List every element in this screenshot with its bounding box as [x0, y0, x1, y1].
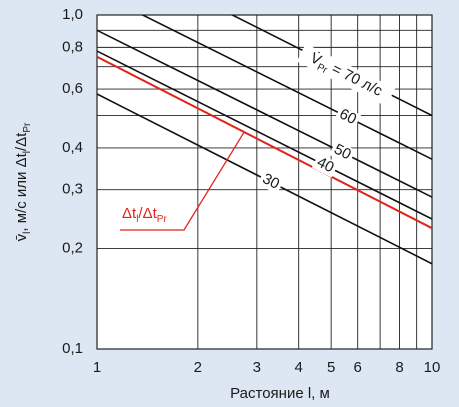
- y-tick-label: 0,4: [62, 139, 83, 156]
- x-tick-label: 8: [395, 359, 403, 376]
- y-axis-label-part: l: [22, 232, 33, 234]
- y-tick-label: 0,8: [62, 38, 83, 55]
- x-tick-label: 3: [253, 359, 261, 376]
- red-label-part: l: [136, 214, 138, 225]
- series-label: 60: [337, 105, 360, 128]
- x-tick-label: 10: [424, 359, 441, 376]
- red-label: Δtl/ΔtPr: [122, 205, 167, 225]
- x-tick-label: 5: [327, 359, 335, 376]
- red-label-part: Δt: [122, 205, 137, 222]
- y-tick-label: 0,2: [62, 239, 83, 256]
- y-axis-label-part: Pr: [22, 122, 33, 133]
- label-bg: [328, 140, 356, 165]
- x-tick-label: 1: [93, 359, 101, 376]
- y-axis-label-part: , м/с или Δt: [13, 152, 30, 231]
- y-axis-label-part: l: [22, 151, 33, 153]
- red-label-part: /Δt: [138, 205, 157, 222]
- y-tick-label: 1,0: [62, 6, 83, 23]
- series-line: [140, 15, 432, 160]
- label-bg: [118, 200, 192, 226]
- series-line: [97, 55, 432, 230]
- annotation-part: =: [325, 58, 348, 81]
- label-bg: [296, 43, 396, 107]
- y-axis-label-part: v̄: [13, 233, 30, 241]
- series-label: 40: [314, 154, 337, 177]
- series-line: [97, 50, 432, 220]
- grid: [96, 14, 433, 350]
- leader-line: [120, 131, 245, 231]
- y-axis-label-part: /Δt: [13, 132, 30, 151]
- x-tick-label: 2: [194, 359, 202, 376]
- annotation-part: 70: [341, 66, 364, 89]
- label-bg: [311, 153, 339, 178]
- y-tick-label: 0,3: [62, 181, 83, 198]
- y-axis-label: v̄l, м/с или Δtl/ΔtPr: [13, 122, 33, 241]
- x-tick-label: 4: [295, 359, 303, 376]
- red-label-part: Pr: [157, 214, 168, 225]
- series-line: [97, 29, 432, 198]
- label-bg: [257, 169, 285, 195]
- y-tick-label: 0,1: [62, 340, 83, 357]
- label-bg: [334, 105, 362, 130]
- y-tick-label: 0,6: [62, 80, 83, 97]
- x-tick-label: 6: [354, 359, 362, 376]
- series-label: 30: [260, 170, 283, 193]
- series-label: 50: [331, 141, 354, 164]
- x-axis-label: Растояние l, м: [230, 385, 330, 402]
